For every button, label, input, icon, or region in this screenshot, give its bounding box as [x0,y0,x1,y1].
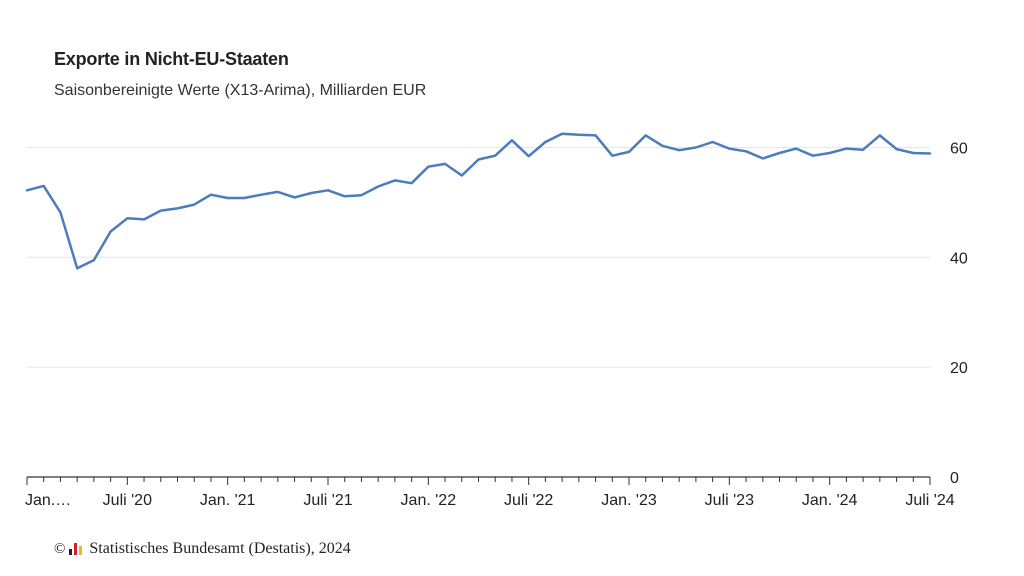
x-tick-label: Jan. '23 [601,492,657,509]
data-point[interactable] [757,152,769,164]
data-point[interactable] [172,202,184,214]
data-point[interactable] [121,212,133,224]
data-point[interactable] [590,129,602,141]
data-point[interactable] [924,148,936,160]
gridlines [27,146,930,368]
copyright-symbol: © [54,540,66,557]
x-tick-label: Jan. '22 [401,492,457,509]
y-tick-label: 20 [950,360,968,377]
data-point[interactable] [790,143,802,155]
data-point[interactable] [623,146,635,158]
data-point[interactable] [656,140,668,152]
y-axis: 0 20 40 60 [950,140,968,487]
data-point[interactable] [640,129,652,141]
data-point[interactable] [205,189,217,201]
data-point[interactable] [874,129,886,141]
series-exporte [21,128,936,274]
data-point[interactable] [506,134,518,146]
destatis-logo-icon [69,543,83,555]
data-point[interactable] [673,144,685,156]
data-point[interactable] [389,174,401,186]
data-point[interactable] [707,136,719,148]
data-point[interactable] [71,262,83,274]
data-point[interactable] [422,161,434,173]
data-point[interactable] [339,190,351,202]
data-point[interactable] [473,154,485,166]
data-point[interactable] [456,169,468,181]
data-point[interactable] [355,189,367,201]
x-tick-label: Juli '22 [504,492,553,509]
data-point[interactable] [774,147,786,159]
x-axis: Jan.… Juli '20 Jan. '21 Juli '21 Jan. '22 Jul… [25,476,955,509]
data-point[interactable] [539,136,551,148]
data-point[interactable] [807,150,819,162]
data-point[interactable] [439,158,451,170]
data-point[interactable] [105,225,117,237]
data-point[interactable] [573,129,585,141]
x-tick-label: Juli '24 [905,492,954,509]
data-point[interactable] [740,145,752,157]
data-point[interactable] [606,150,618,162]
data-point[interactable] [372,180,384,192]
x-tick-label: Juli '21 [303,492,352,509]
chart-subtitle: Saisonbereinigte Werte (X13-Arima), Mill… [54,82,427,99]
data-point[interactable] [907,147,919,159]
data-point[interactable] [824,147,836,159]
data-point[interactable] [88,254,100,266]
data-point[interactable] [222,192,234,204]
data-point[interactable] [188,199,200,211]
data-point[interactable] [238,192,250,204]
x-tick-label: Jan. '21 [200,492,256,509]
data-point[interactable] [138,213,150,225]
y-tick-label: 60 [950,140,968,157]
series-line [25,132,932,270]
y-tick-label: 40 [950,250,968,267]
data-point[interactable] [54,206,66,218]
data-point[interactable] [38,180,50,192]
data-point[interactable] [255,189,267,201]
data-point[interactable] [690,141,702,153]
x-tick-label: Jan. '24 [802,492,858,509]
data-point[interactable] [723,143,735,155]
data-point[interactable] [305,187,317,199]
data-point[interactable] [21,184,33,196]
source-text: Statistisches Bundesamt (Destatis), 2024 [89,540,351,557]
data-point[interactable] [857,144,869,156]
data-point[interactable] [556,128,568,140]
data-point[interactable] [406,177,418,189]
x-tick-label: Jan.… [25,492,71,509]
chart-title: Exporte in Nicht-EU-Staaten [54,49,289,69]
data-point[interactable] [272,186,284,198]
data-point[interactable] [155,205,167,217]
data-point[interactable] [489,150,501,162]
data-point[interactable] [891,143,903,155]
data-point[interactable] [289,191,301,203]
data-point[interactable] [322,184,334,196]
data-point[interactable] [840,143,852,155]
x-tick-label: Juli '20 [103,492,152,509]
data-point[interactable] [523,150,535,162]
y-tick-label: 0 [950,470,959,487]
x-tick-label: Juli '23 [705,492,754,509]
source-footer: © Statistisches Bundesamt (Destatis), 20… [54,540,351,558]
